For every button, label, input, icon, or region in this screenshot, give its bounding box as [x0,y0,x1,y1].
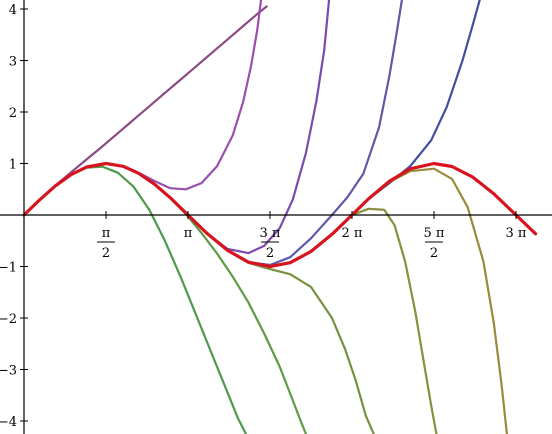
x-tick-denominator-0: 2 [102,246,110,261]
y-tick-label-6: 3 [9,55,17,70]
y-ticks-layer: −4 −3 −2 −1 1 2 3 4 [0,3,28,430]
series-0-line [22,161,538,269]
y-tick-label-4: 1 [9,158,17,173]
x-tick-label-1: π [184,226,193,241]
y-tick-label-2: −2 [0,312,17,327]
x-tick-label-5: 3 π [505,226,526,241]
series-9-line [22,162,438,434]
series-7-line [22,162,307,434]
x-tick-label-2: 3 π [260,226,281,241]
x-tick-label-0: π [102,226,111,241]
series-10-line [22,162,508,434]
curves-layer [22,0,538,434]
x-ticks-layer: π 2 π 3 π 2 2 π 5 π 2 3 π [96,211,527,261]
series-6-line [22,165,247,434]
x-tick-label-3: 2 π [342,226,363,241]
y-tick-label-3: −1 [0,261,17,276]
y-tick-label-1: −3 [0,364,17,379]
x-tick-label-4: 5 π [424,226,445,241]
y-tick-label-0: −4 [0,415,17,430]
x-tick-denominator-4: 2 [430,246,438,261]
y-tick-label-7: 4 [9,3,17,18]
series-5-line [22,0,481,268]
y-tick-label-5: 2 [9,106,17,121]
series-8-line [22,162,375,434]
x-tick-denominator-2: 2 [266,246,274,261]
